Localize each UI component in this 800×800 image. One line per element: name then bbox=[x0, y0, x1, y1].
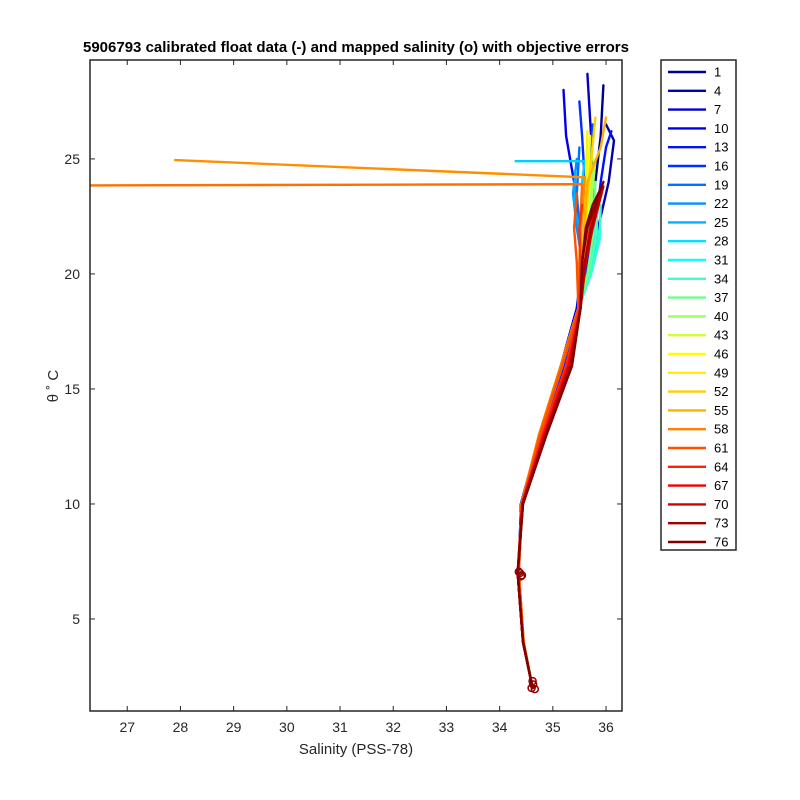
legend-label-22: 22 bbox=[714, 196, 728, 211]
x-tick-label: 36 bbox=[598, 719, 614, 735]
legend-label-52: 52 bbox=[714, 384, 728, 399]
legend-label-73: 73 bbox=[714, 516, 728, 531]
legend-label-16: 16 bbox=[714, 159, 728, 174]
x-tick-label: 34 bbox=[492, 719, 508, 735]
legend-label-70: 70 bbox=[714, 497, 728, 512]
legend-label-25: 25 bbox=[714, 215, 728, 230]
mapped-salinity-point bbox=[514, 567, 524, 577]
legend-label-61: 61 bbox=[714, 441, 728, 456]
legend-label-28: 28 bbox=[714, 234, 728, 249]
x-axis-label: Salinity (PSS-78) bbox=[299, 741, 413, 758]
legend-label-19: 19 bbox=[714, 177, 728, 192]
legend-label-4: 4 bbox=[714, 83, 721, 98]
mapped-salinity-point bbox=[530, 684, 540, 694]
legend-label-10: 10 bbox=[714, 121, 728, 136]
legend-label-31: 31 bbox=[714, 253, 728, 268]
mapped-salinity-point bbox=[528, 680, 538, 689]
mapped-salinity-point bbox=[528, 676, 537, 686]
series-layer bbox=[90, 72, 616, 690]
legend-label-58: 58 bbox=[714, 422, 728, 437]
legend-label-46: 46 bbox=[714, 347, 728, 362]
x-tick-label: 32 bbox=[385, 719, 401, 735]
mapped-points-layer bbox=[514, 567, 540, 694]
legend-box bbox=[660, 59, 737, 551]
y-tick-label: 20 bbox=[64, 266, 80, 282]
x-tick-label: 29 bbox=[226, 719, 242, 735]
y-tick-label: 10 bbox=[64, 496, 80, 512]
legend-label-43: 43 bbox=[714, 328, 728, 343]
x-tick-label: 35 bbox=[545, 719, 561, 735]
x-tick-label: 33 bbox=[439, 719, 455, 735]
legend-label-64: 64 bbox=[714, 459, 728, 474]
y-axis-ticks: 5 10 15 20 25 bbox=[64, 151, 622, 627]
y-tick-label: 5 bbox=[72, 611, 80, 627]
y-tick-label: 25 bbox=[64, 151, 80, 167]
y-axis-label: θ ˚ C bbox=[45, 370, 62, 403]
legend-label-13: 13 bbox=[714, 140, 728, 155]
legend-label-55: 55 bbox=[714, 403, 728, 418]
y-tick-label: 15 bbox=[64, 381, 80, 397]
legend-label-49: 49 bbox=[714, 365, 728, 380]
series-line-profile-97 bbox=[516, 185, 603, 690]
x-tick-label: 28 bbox=[173, 719, 189, 735]
legend-label-1: 1 bbox=[714, 65, 721, 80]
x-tick-label: 30 bbox=[279, 719, 295, 735]
legend-label-34: 34 bbox=[714, 271, 728, 286]
legend-label-76: 76 bbox=[714, 535, 728, 550]
legend-label-67: 67 bbox=[714, 478, 728, 493]
plot-area bbox=[90, 60, 622, 711]
legend-label-40: 40 bbox=[714, 309, 728, 324]
chart-title: 5906793 calibrated float data (-) and ma… bbox=[83, 39, 629, 56]
x-tick-label: 31 bbox=[332, 719, 348, 735]
legend-label-37: 37 bbox=[714, 290, 728, 305]
mapped-salinity-point bbox=[516, 572, 526, 581]
legend-label-7: 7 bbox=[714, 102, 721, 117]
x-axis-ticks: 27 28 29 30 31 32 33 34 35 36 bbox=[119, 60, 614, 735]
x-tick-label: 27 bbox=[119, 719, 135, 735]
plot-frame bbox=[89, 59, 623, 712]
legend: 1 4 7 10 13 16 19 22 25 28 31 34 37 40 43 46 49 52 55 58 61 6… bbox=[660, 59, 737, 551]
